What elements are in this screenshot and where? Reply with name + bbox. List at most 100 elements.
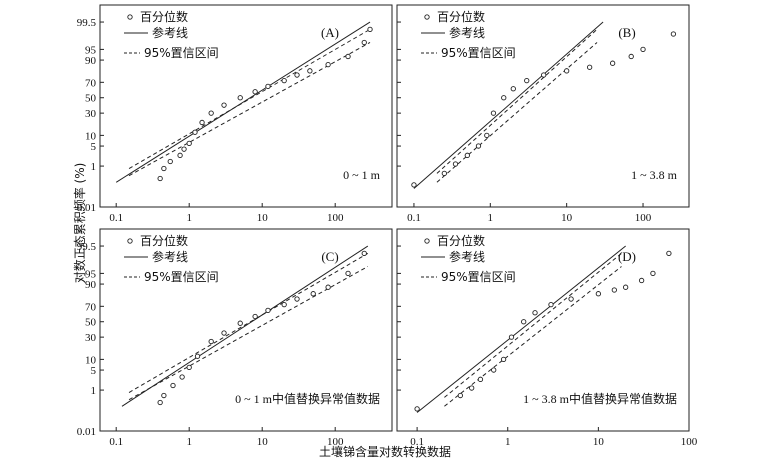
data-point <box>508 334 515 340</box>
y-tick-label: 0.01 <box>77 202 96 214</box>
y-tick-label: 30 <box>85 332 97 344</box>
data-point <box>161 165 167 172</box>
data-point <box>208 338 214 345</box>
legend-point-marker <box>127 14 133 20</box>
data-point <box>628 53 634 60</box>
x-tick-label: 10 <box>257 436 269 448</box>
data-point <box>170 382 176 389</box>
x-tick-label: 10 <box>593 436 605 448</box>
y-tick-label: 50 <box>85 317 97 329</box>
x-tick-label: 1 <box>186 436 192 448</box>
reference-line <box>413 21 604 189</box>
data-point <box>325 61 331 68</box>
data-point <box>541 72 547 78</box>
y-tick-label: 1 <box>91 385 97 397</box>
data-point <box>265 307 271 314</box>
legend-point-marker <box>424 238 430 244</box>
data-point <box>157 175 163 182</box>
data-point <box>666 250 672 257</box>
panel-annotation: 1 ~ 3.8 m中值替换异常值数据 <box>523 391 677 406</box>
data-point <box>568 296 574 302</box>
data-point <box>252 313 258 320</box>
reference-line <box>416 245 626 413</box>
x-tick-label: 10 <box>561 212 573 224</box>
data-point <box>452 161 459 167</box>
data-point <box>237 95 243 101</box>
y-tick-label: 70 <box>85 301 97 313</box>
ci-line <box>128 28 371 169</box>
data-point <box>500 356 507 363</box>
ci-line <box>128 266 369 401</box>
y-tick-label: 5 <box>91 365 97 377</box>
y-tick-label: 1 <box>91 161 97 173</box>
data-point <box>640 46 646 53</box>
data-point <box>252 89 258 95</box>
data-point <box>611 287 617 293</box>
x-tick-label: 100 <box>327 212 344 224</box>
data-point <box>564 68 570 74</box>
x-tick-label: 100 <box>681 436 698 448</box>
data-point <box>532 310 538 316</box>
x-axis-title: 土壤锑含量对数转换数据 <box>319 444 451 459</box>
y-tick-label: 95 <box>85 44 97 56</box>
legend-reference-label: 参考线 <box>449 25 485 40</box>
x-tick-label: 0.1 <box>410 436 424 448</box>
y-tick-label: 99.5 <box>77 241 97 253</box>
data-point <box>310 291 316 297</box>
x-tick-label: 1 <box>505 436 511 448</box>
data-point <box>457 392 463 399</box>
data-point <box>192 129 198 135</box>
panel-id: (D) <box>618 249 636 264</box>
y-tick-label: 30 <box>85 108 97 120</box>
plot-frame <box>99 4 393 208</box>
data-point <box>521 319 527 325</box>
data-point <box>221 330 227 336</box>
x-tick-label: 100 <box>327 436 344 448</box>
data-point <box>179 374 185 380</box>
data-point <box>307 68 313 74</box>
y-tick-label: 5 <box>91 141 97 153</box>
data-point <box>186 364 192 371</box>
y-tick-label: 70 <box>85 77 97 89</box>
x-tick-label: 0.1 <box>109 212 123 224</box>
x-tick-label: 1 <box>186 212 192 224</box>
data-point <box>161 392 167 399</box>
data-point <box>414 406 420 412</box>
data-point <box>623 284 629 290</box>
data-point <box>281 77 287 84</box>
y-tick-label: 90 <box>85 55 97 67</box>
data-point <box>411 182 417 188</box>
data-point <box>595 291 602 297</box>
data-point <box>361 39 367 46</box>
data-point <box>548 301 554 308</box>
data-point <box>345 270 351 277</box>
legend-reference-label: 参考线 <box>152 249 188 264</box>
legend-points-label: 百分位数 <box>140 9 188 24</box>
data-point <box>501 95 507 101</box>
legend-reference-label: 参考线 <box>152 25 188 40</box>
panel-id: (C) <box>321 249 338 264</box>
data-point <box>194 353 201 359</box>
y-tick-label: 95 <box>85 268 97 280</box>
data-point <box>587 64 593 70</box>
data-point <box>186 140 192 147</box>
panel-id: (A) <box>321 25 339 40</box>
panel-annotation: 0 ~ 1 m <box>343 168 380 182</box>
reference-line <box>115 21 371 183</box>
data-point <box>181 146 187 152</box>
y-tick-label: 10 <box>85 354 97 366</box>
data-point <box>670 31 677 37</box>
y-tick-label: 90 <box>85 279 97 291</box>
data-point <box>650 270 656 277</box>
legend-point-marker <box>127 238 133 244</box>
legend-points-label: 百分位数 <box>437 9 485 24</box>
data-point <box>524 77 530 84</box>
data-point <box>294 72 300 78</box>
x-tick-label: 1 <box>488 212 494 224</box>
data-point <box>367 26 373 33</box>
